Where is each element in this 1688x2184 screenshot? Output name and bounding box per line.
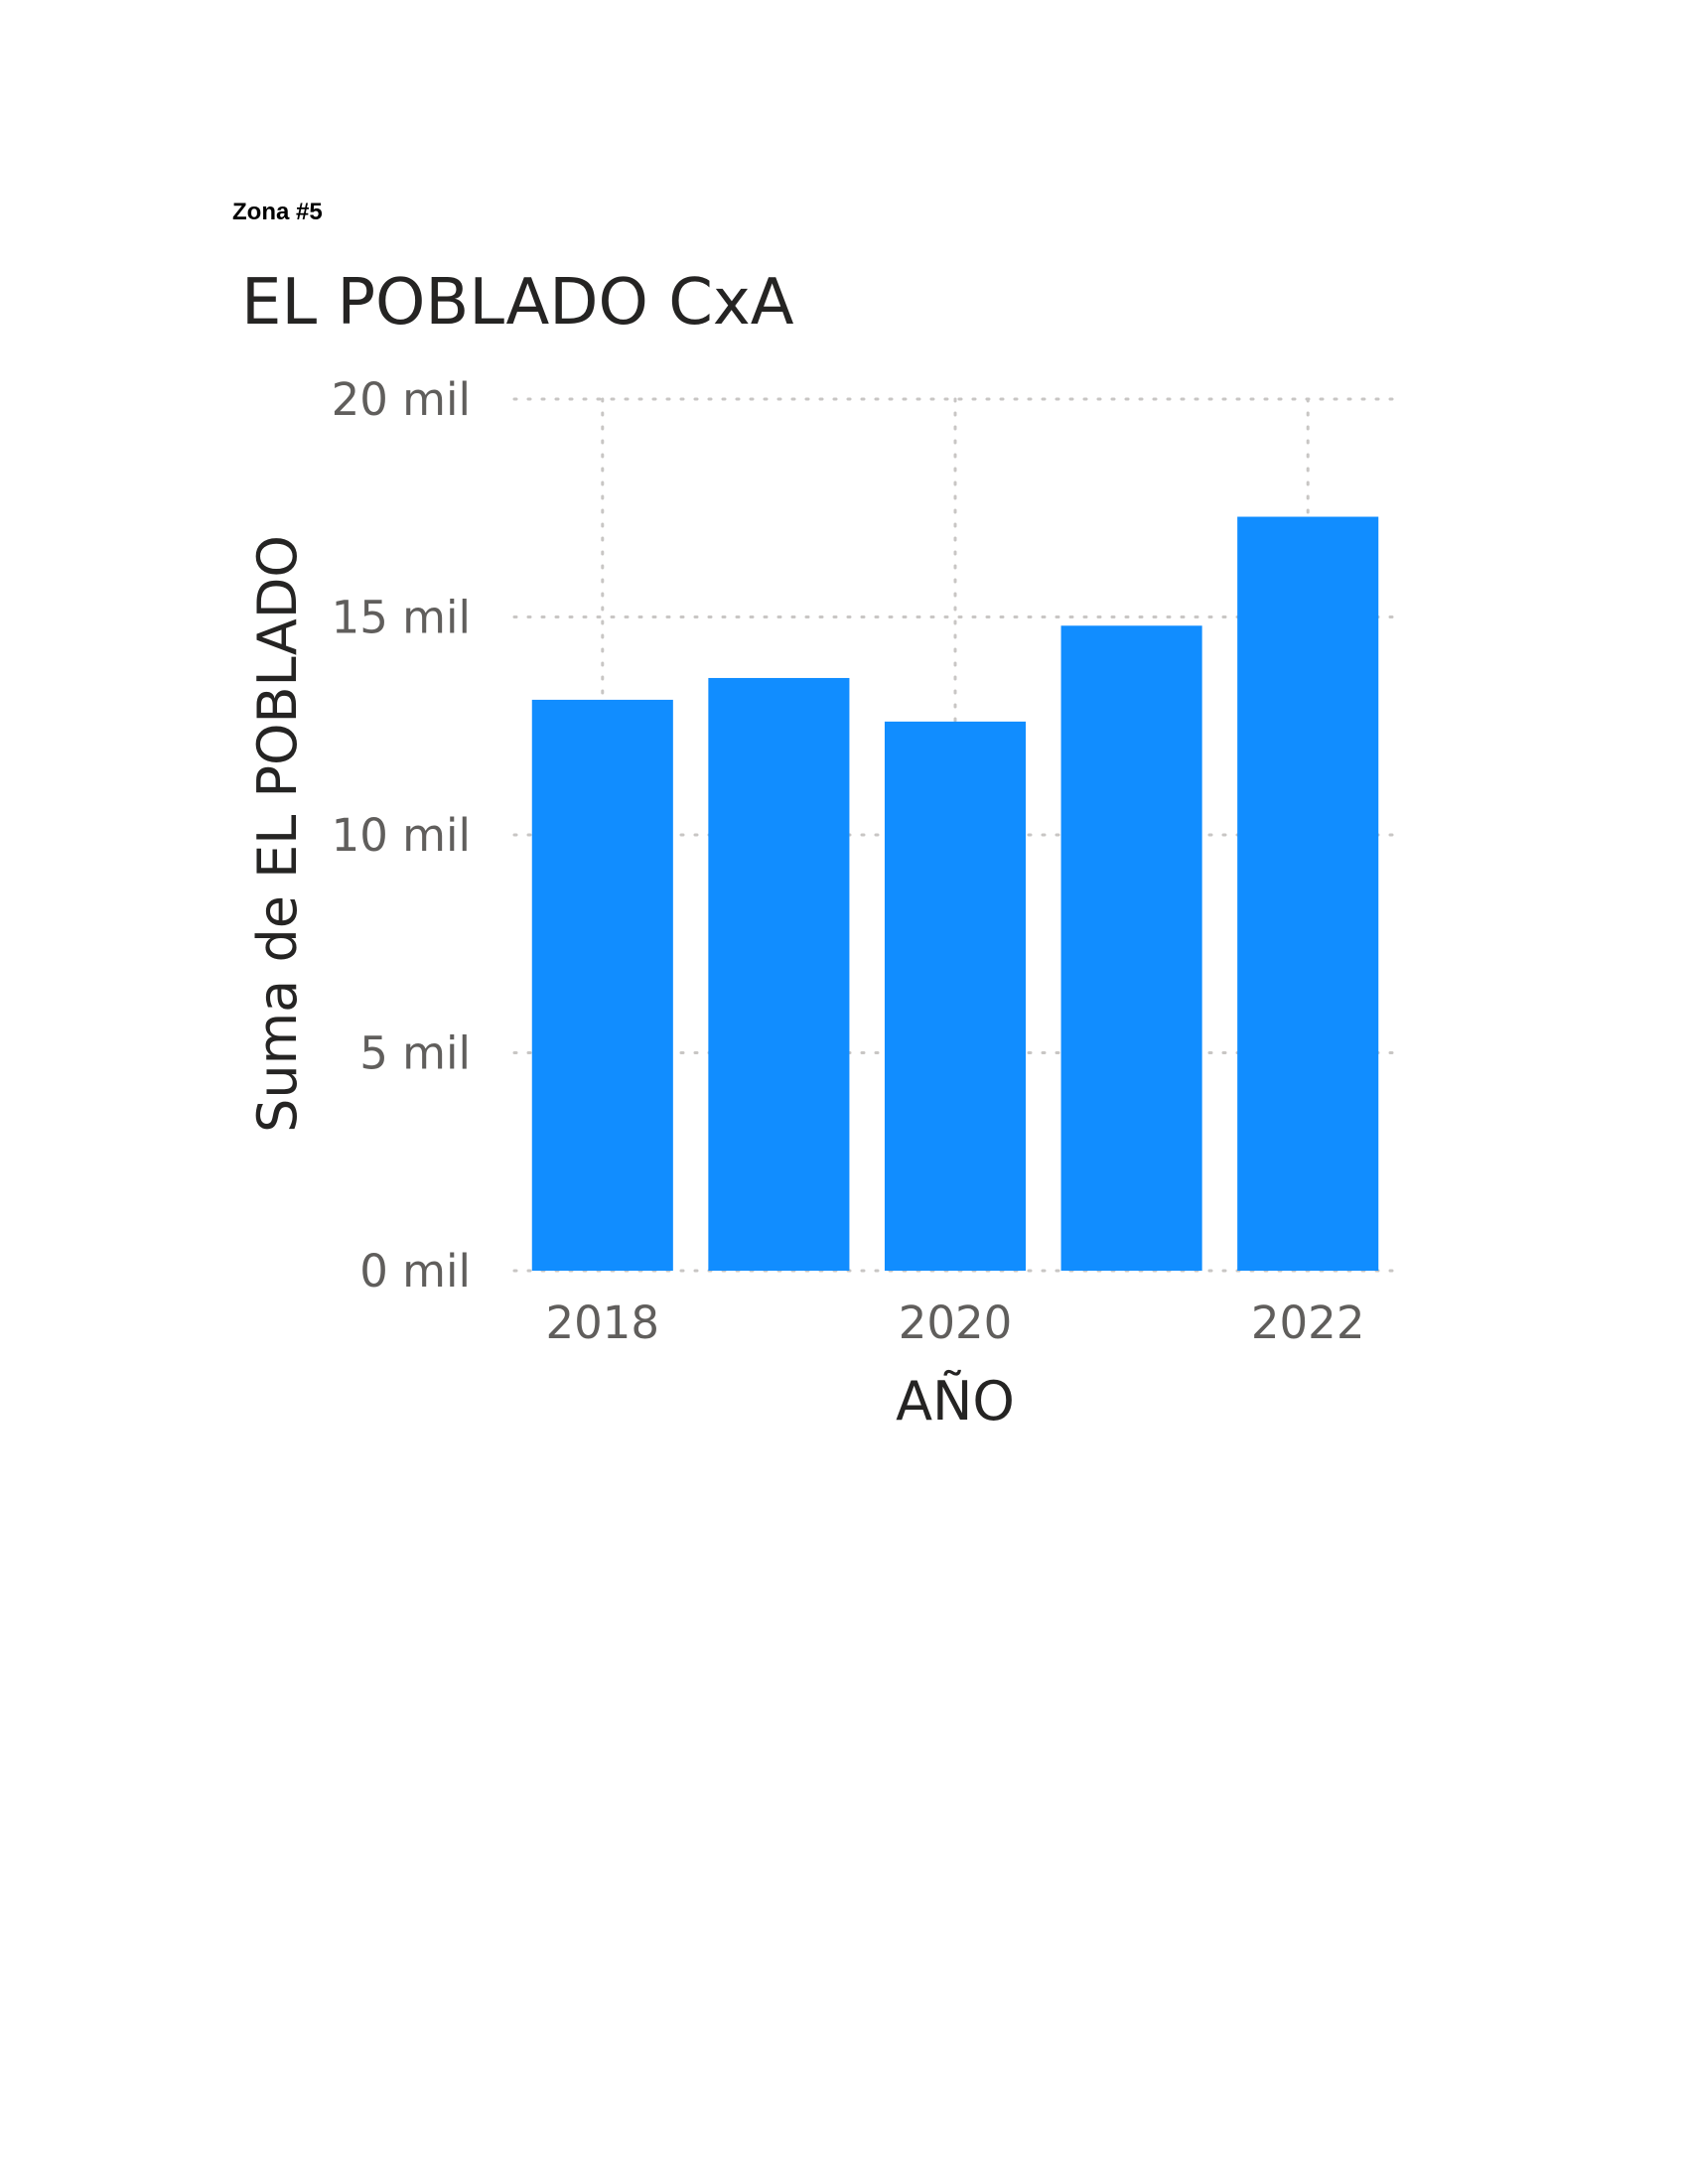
- bar-2019[interactable]: [708, 677, 850, 1271]
- y-tick-label: 15 mil: [332, 592, 471, 644]
- bar-2022[interactable]: [1237, 516, 1379, 1271]
- y-tick-label: 5 mil: [359, 1027, 471, 1080]
- bar-2018[interactable]: [531, 699, 673, 1271]
- x-tick-label: 2020: [899, 1297, 1013, 1349]
- bar-2020[interactable]: [884, 721, 1027, 1271]
- x-axis-ticks: 2018 2020 2022: [546, 1297, 1365, 1349]
- x-axis-title: AÑO: [896, 1370, 1015, 1433]
- y-tick-label: 20 mil: [332, 373, 471, 426]
- bar-2021[interactable]: [1060, 625, 1202, 1271]
- y-tick-label: 10 mil: [332, 809, 471, 862]
- page-label: Zona #5: [232, 199, 323, 225]
- bars-layer: [531, 516, 1379, 1271]
- x-tick-label: 2022: [1251, 1297, 1365, 1349]
- y-tick-label: 0 mil: [359, 1245, 471, 1297]
- y-axis-ticks: 0 mil 5 mil 10 mil 15 mil 20 mil: [332, 373, 471, 1297]
- chart-title: EL POBLADO CxA: [241, 266, 794, 340]
- x-tick-label: 2018: [546, 1297, 660, 1349]
- y-axis-title: Suma de EL POBLADO: [246, 535, 309, 1133]
